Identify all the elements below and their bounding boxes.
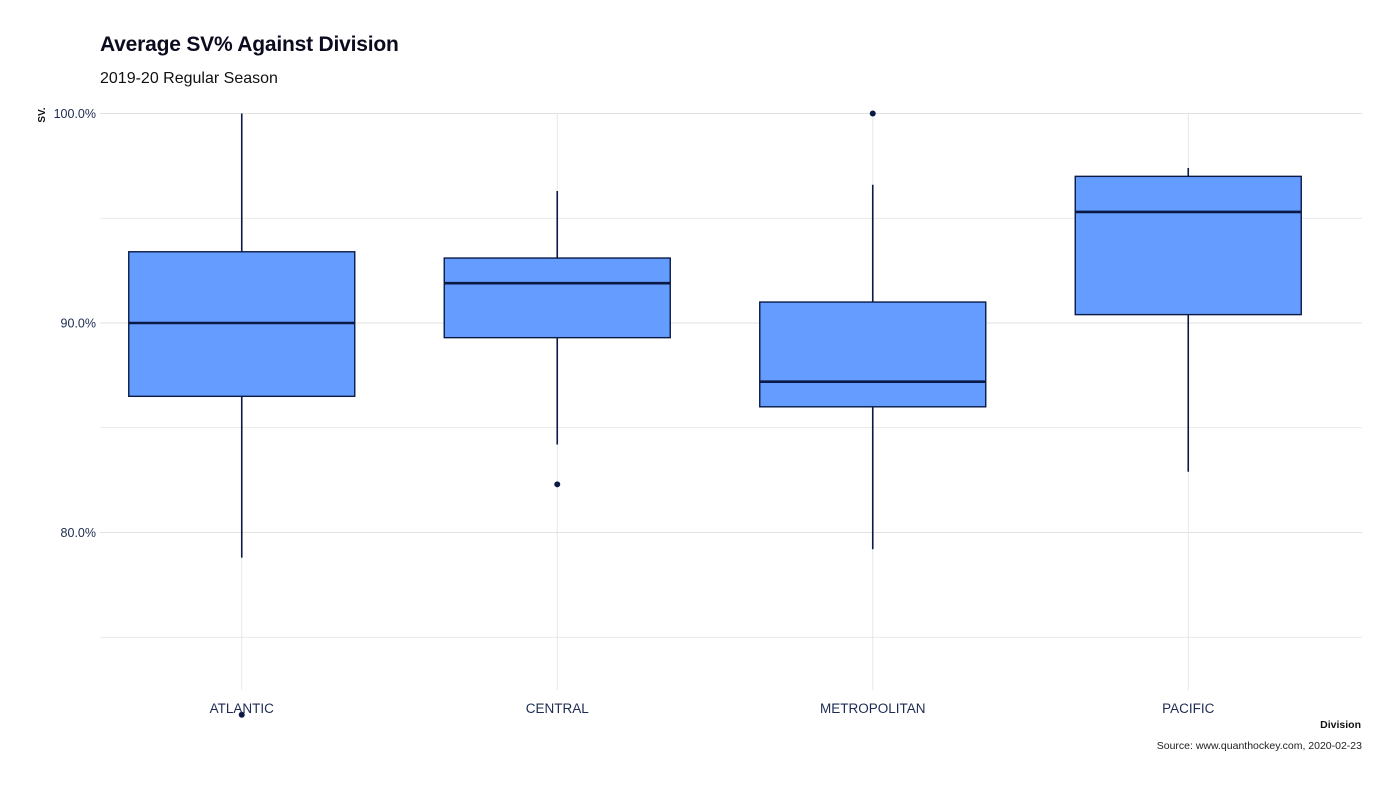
iqr-box	[1074, 175, 1302, 316]
box-pacific	[1074, 167, 1302, 472]
x-tick-label: ATLANTIC	[210, 701, 275, 716]
chart-subtitle: 2019-20 Regular Season	[100, 70, 278, 87]
chart-title: Average SV% Against Division	[100, 33, 399, 56]
box-metropolitan	[759, 110, 987, 550]
x-tick-label: CENTRAL	[526, 701, 590, 716]
outlier-point	[554, 481, 561, 488]
box-central	[443, 191, 671, 488]
outlier-point	[238, 711, 245, 718]
x-axis-ticks: ATLANTIC CENTRAL METROPOLITAN PACIFIC	[210, 701, 1215, 716]
y-tick-label: 80.0%	[61, 526, 96, 540]
source-caption: Source: www.quanthockey.com, 2020-02-23	[1156, 740, 1362, 752]
y-axis-label: SV.	[37, 107, 48, 122]
box-atlantic	[128, 113, 356, 718]
y-tick-label: 100.0%	[54, 107, 96, 121]
x-tick-label: PACIFIC	[1162, 701, 1215, 716]
x-axis-label: Division	[1320, 719, 1361, 731]
box-series	[128, 110, 1302, 718]
x-tick-label: METROPOLITAN	[820, 701, 926, 716]
iqr-box	[759, 301, 987, 408]
outlier-point	[869, 110, 876, 117]
iqr-box	[443, 257, 671, 339]
y-tick-label: 90.0%	[61, 317, 96, 331]
y-axis-ticks: 80.0% 90.0% 100.0%	[54, 107, 96, 540]
